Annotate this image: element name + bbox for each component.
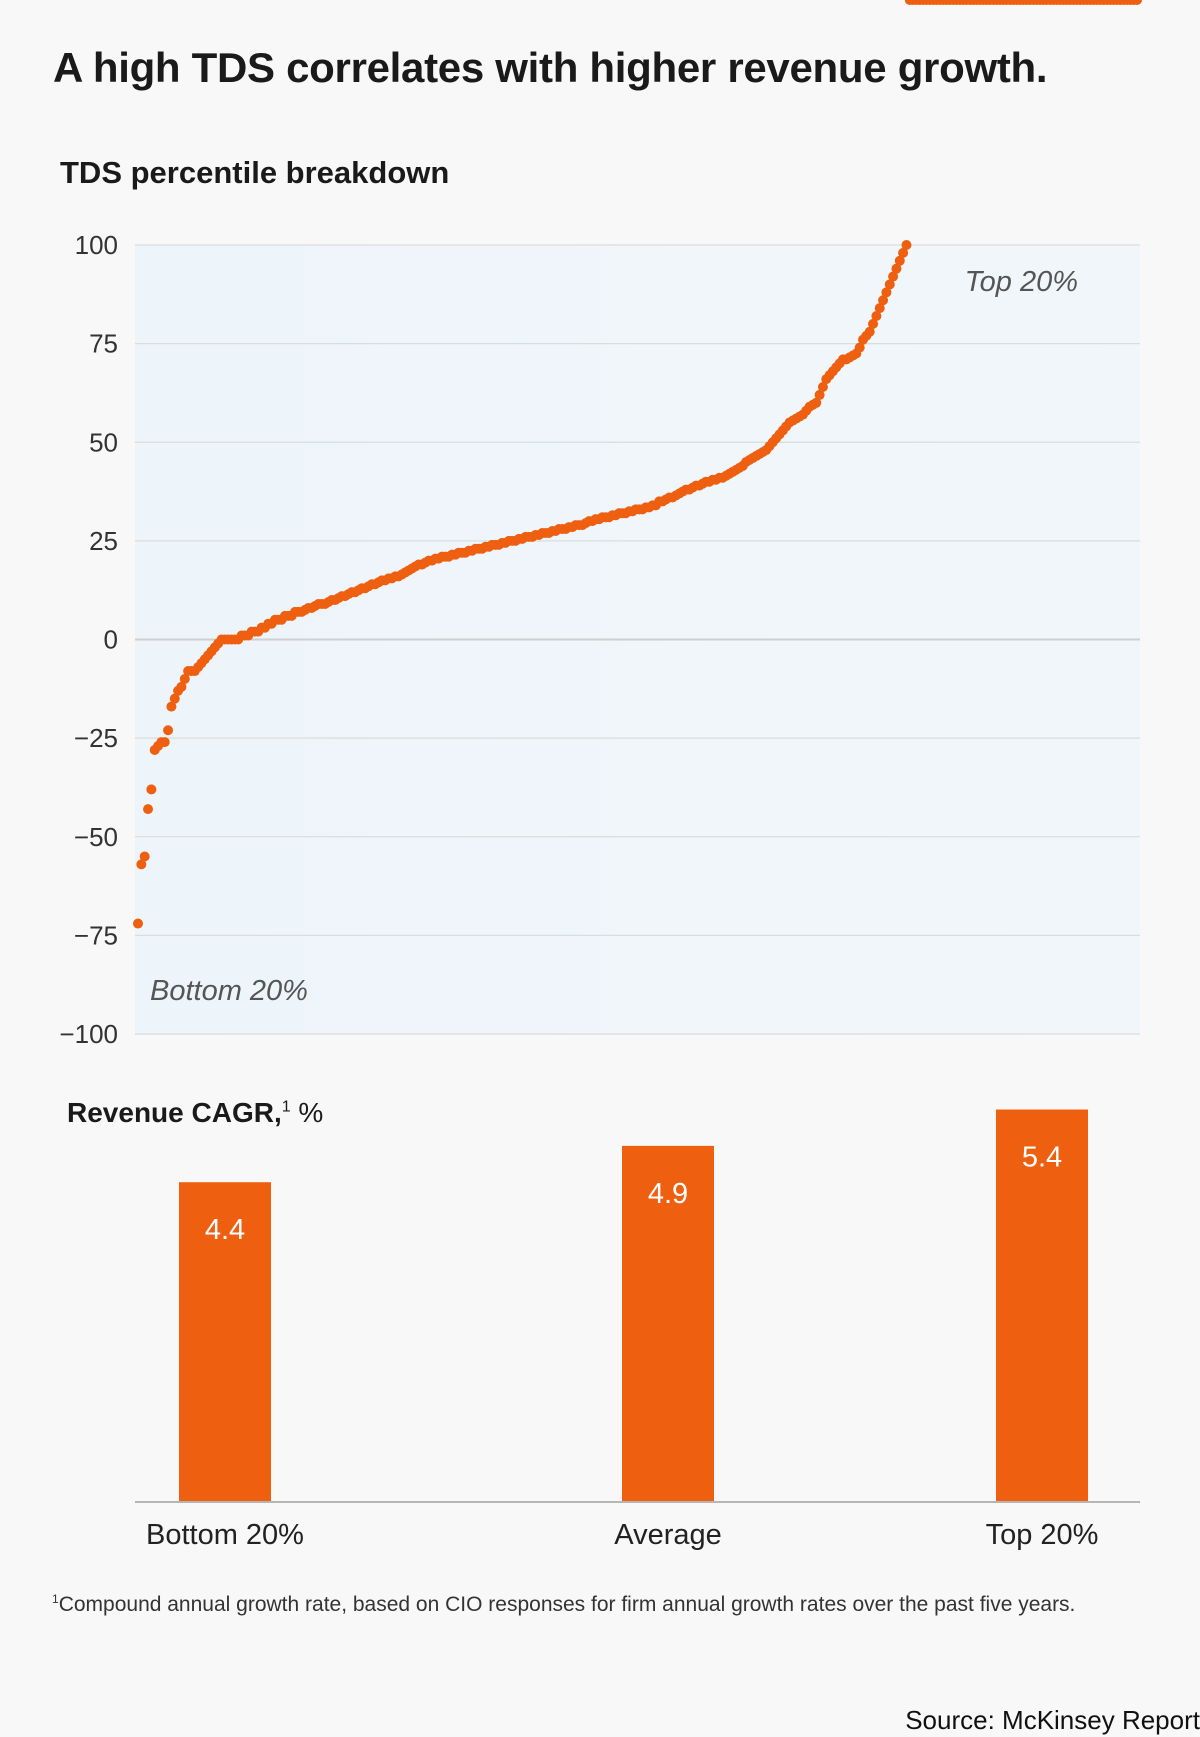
scatter-point (163, 725, 174, 736)
scatter-point (143, 804, 154, 815)
y-tick-label: 0 (104, 625, 118, 655)
scatter-point (159, 737, 170, 748)
scatter-point (139, 851, 150, 862)
bar-category-label: Bottom 20% (146, 1519, 304, 1551)
scatter-point (814, 389, 825, 400)
y-tick-label: 75 (89, 329, 118, 359)
scatter-point (874, 303, 885, 314)
scatter-point (901, 240, 912, 250)
scatter-point (864, 326, 875, 337)
scatter-point (891, 263, 902, 274)
scatter-point (1132, 0, 1142, 5)
bar-category-label: Average (614, 1519, 722, 1551)
scatter-grid (135, 244, 1140, 1035)
scatter-point (176, 681, 187, 692)
scatter-point (871, 311, 882, 322)
scatter-point (854, 342, 865, 353)
annotation-top-20: Top 20% (965, 266, 1078, 298)
chart-title: A high TDS correlates with higher revenu… (53, 44, 1048, 91)
y-tick-label: −100 (59, 1019, 118, 1049)
bar-category-label: Top 20% (986, 1519, 1099, 1551)
scatter-point (169, 693, 180, 704)
bar (622, 1145, 714, 1502)
y-tick-label: 50 (89, 427, 118, 457)
bar-value-label: 4.9 (648, 1178, 688, 1210)
scatter-point (898, 247, 909, 258)
scatter-points (133, 0, 1142, 929)
scatter-point (878, 295, 889, 306)
scatter-point (868, 318, 879, 329)
scatter-point (811, 397, 822, 408)
y-tick-label: −25 (74, 723, 118, 753)
scatter-point (894, 255, 905, 266)
bar-chart: 4.4 Bottom 20% 4.9 Average 5.4 Top 20% (146, 1109, 1099, 1551)
scatter-point (133, 918, 143, 929)
annotation-bottom-20: Bottom 20% (150, 975, 308, 1007)
bar-value-label: 4.4 (205, 1214, 245, 1246)
scatter-point (136, 859, 147, 870)
footnote: 1Compound annual growth rate, based on C… (52, 1592, 1075, 1617)
footnote-text: Compound annual growth rate, based on CI… (58, 1593, 1076, 1616)
bar (996, 1109, 1088, 1502)
bar-value-label: 5.4 (1022, 1142, 1062, 1174)
scatter-subtitle: TDS percentile breakdown (60, 155, 450, 190)
scatter-point (166, 701, 177, 712)
y-tick-label: 100 (75, 230, 118, 260)
scatter-point (884, 279, 895, 290)
scatter-y-axis: 100 75 50 25 0 −25 −50 −75 −100 (59, 230, 118, 1049)
y-tick-label: −75 (74, 920, 118, 950)
bar-subtitle-text: Revenue CAGR, (67, 1097, 282, 1128)
source-credit: Source: McKinsey Report (905, 1705, 1200, 1735)
bar-subtitle-unit: % (290, 1097, 324, 1128)
scatter-point (146, 784, 157, 795)
bar (179, 1182, 271, 1502)
scatter-point (817, 382, 828, 393)
y-tick-label: −50 (74, 822, 118, 852)
scatter-point (179, 673, 190, 684)
bar-subtitle-footnote-marker: 1 (281, 1098, 291, 1116)
scatter-point (881, 287, 892, 298)
scatter-point (888, 271, 899, 282)
y-tick-label: 25 (89, 526, 118, 556)
footnote-marker: 1 (52, 1592, 59, 1606)
bar-subtitle: Revenue CAGR,1 % (67, 1097, 323, 1129)
